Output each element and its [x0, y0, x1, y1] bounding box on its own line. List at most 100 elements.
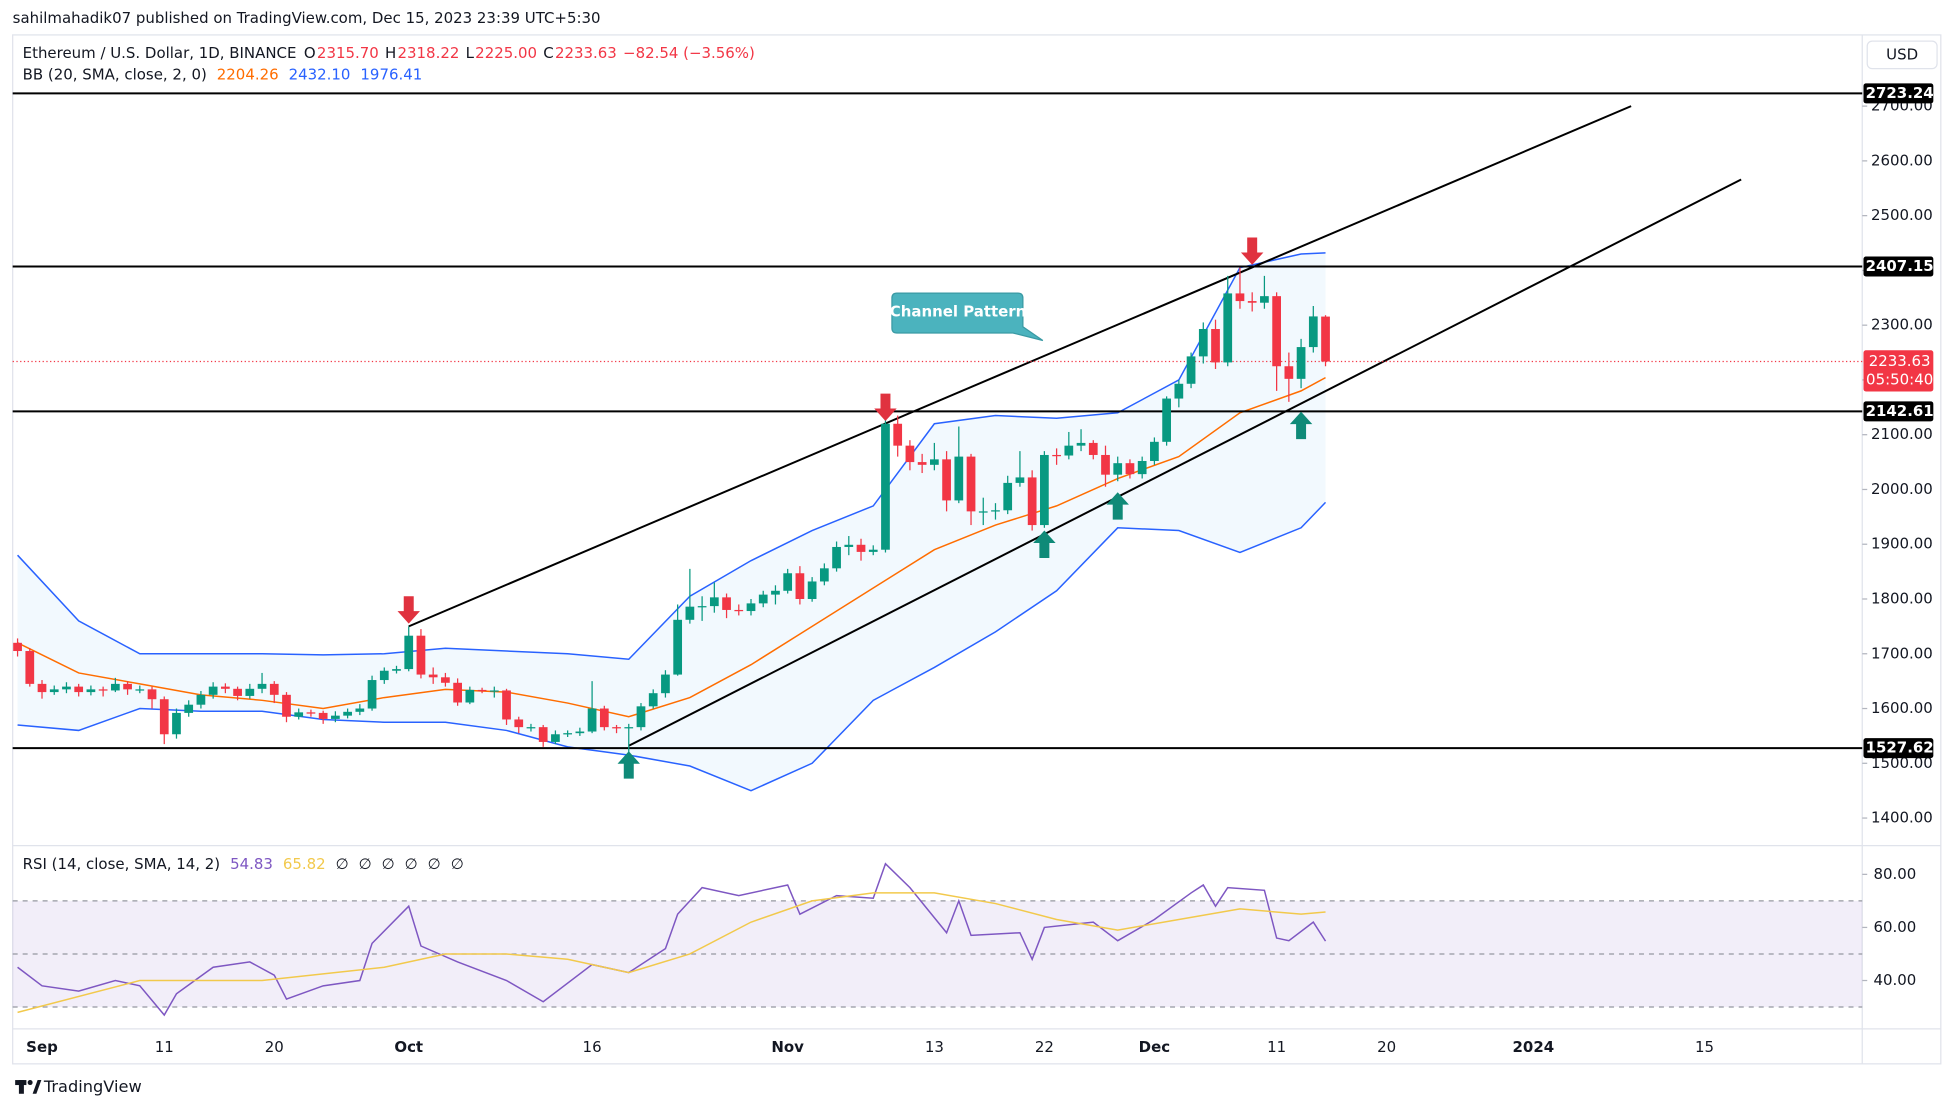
indicator-title: BB (20, SMA, close, 2, 0) — [23, 65, 207, 83]
indicator-value: 1976.41 — [360, 65, 422, 83]
candle-body — [147, 689, 157, 700]
rsi-value: ∅ — [359, 855, 372, 873]
callout-text: Channel Pattern — [890, 302, 1027, 320]
x-tick-label: Sep — [26, 1038, 58, 1056]
candle-body — [673, 619, 683, 675]
level-label: 2723.24 — [1866, 84, 1934, 102]
level-label: 1527.62 — [1866, 739, 1934, 757]
candle-body — [551, 734, 560, 742]
candle-body — [563, 733, 573, 735]
candle-body — [697, 606, 707, 608]
rsi-band — [12, 900, 1863, 1008]
candle-body — [355, 708, 365, 712]
candle-body — [991, 510, 1000, 512]
publisher: sahilmahadik07 published on TradingView.… — [13, 9, 601, 27]
candle-body — [428, 674, 438, 678]
level-label-bg — [1863, 401, 1934, 422]
candle-body — [807, 581, 817, 599]
signal-arrow — [874, 393, 897, 422]
legend-value: 2318.22 — [398, 44, 460, 62]
y-tick-label: 1700.00 — [1871, 644, 1933, 662]
y-tick-label: 1600.00 — [1871, 699, 1933, 717]
level-label: 2142.61 — [1866, 402, 1934, 420]
last-price-label: 2233.63 — [1869, 352, 1931, 370]
callout — [891, 292, 1044, 342]
x-tick-label: Nov — [771, 1038, 804, 1056]
candle-body — [123, 683, 132, 690]
candle-body — [441, 677, 450, 683]
y-tick-label: 1500.00 — [1871, 754, 1933, 772]
candle-body — [832, 546, 841, 569]
rsi-line — [17, 862, 1327, 1017]
x-tick-label: 22 — [1035, 1038, 1054, 1056]
candle-body — [758, 594, 768, 604]
candle-body — [966, 456, 976, 512]
band-line — [17, 501, 1327, 792]
candle-body — [135, 689, 145, 691]
candle-body — [221, 686, 230, 689]
candle-body — [722, 597, 731, 610]
rsi-value: 54.83 — [230, 855, 273, 873]
legend-change: −82.54 (−3.56%) — [623, 44, 755, 62]
candle-body — [795, 573, 805, 599]
candle-body — [1150, 441, 1159, 461]
legend-key: C — [543, 44, 553, 62]
candle-body — [453, 682, 462, 703]
y-tick-label: 1900.00 — [1871, 535, 1933, 553]
rsi-line — [17, 892, 1326, 1014]
x-tick-label: 2024 — [1513, 1038, 1555, 1056]
candle-body — [233, 688, 242, 696]
rsi-value: ∅ — [336, 855, 349, 873]
signal-arrow — [1240, 237, 1264, 265]
level-label-bg — [1863, 83, 1934, 104]
y-tick-label: 2600.00 — [1871, 151, 1933, 169]
legend-title: Ethereum / U.S. Dollar, 1D, BINANCE — [23, 44, 297, 62]
candle-body — [954, 456, 964, 501]
signal-arrow — [397, 596, 420, 624]
candle-body — [636, 706, 646, 728]
indicator-value: 2204.26 — [217, 65, 279, 83]
legend-value: 2233.63 — [555, 44, 617, 62]
candle-body — [294, 712, 304, 717]
candle-body — [306, 712, 316, 714]
candle-body — [318, 712, 328, 719]
candle-body — [783, 573, 793, 591]
candle-body — [685, 606, 695, 620]
candle-body — [917, 462, 927, 465]
candle-body — [1296, 347, 1306, 379]
candle-body — [978, 511, 988, 513]
rsi-value: 65.82 — [283, 855, 326, 873]
candle-body — [282, 694, 291, 717]
candle-body — [1137, 460, 1147, 475]
level-label-bg — [1863, 738, 1934, 759]
candle-body — [1125, 463, 1135, 475]
candle-body — [1113, 463, 1123, 475]
y-tick-label: 2500.00 — [1871, 206, 1933, 224]
candle-body — [98, 689, 108, 691]
y-tick-label: 2300.00 — [1871, 316, 1933, 334]
candle-body — [1272, 296, 1281, 367]
candle-body — [502, 690, 511, 720]
currency[interactable]: USD — [1886, 45, 1918, 63]
rsi-y-tick-label: 40.00 — [1873, 971, 1916, 989]
candle-body — [13, 642, 22, 652]
candle-body — [1308, 316, 1318, 348]
candle-body — [1235, 293, 1245, 302]
x-tick-label: 13 — [925, 1038, 944, 1056]
candle-body — [1321, 316, 1330, 362]
candle-body — [257, 683, 267, 689]
x-tick-label: 16 — [583, 1038, 602, 1056]
legend-value: 2225.00 — [475, 44, 537, 62]
candle-body — [1247, 301, 1257, 303]
candle-body — [49, 689, 59, 693]
y-tick-label: 1400.00 — [1871, 809, 1933, 827]
candle-body — [575, 731, 585, 734]
candle-body — [1162, 398, 1171, 442]
level-label: 2407.15 — [1866, 257, 1934, 275]
candle-body — [1101, 454, 1110, 475]
x-tick-label: 15 — [1695, 1038, 1714, 1056]
legend: Ethereum / U.S. Dollar, 1D, BINANCE O 2315… — [23, 44, 755, 873]
currency-button[interactable] — [1866, 40, 1938, 70]
signal-arrow — [1033, 530, 1056, 558]
